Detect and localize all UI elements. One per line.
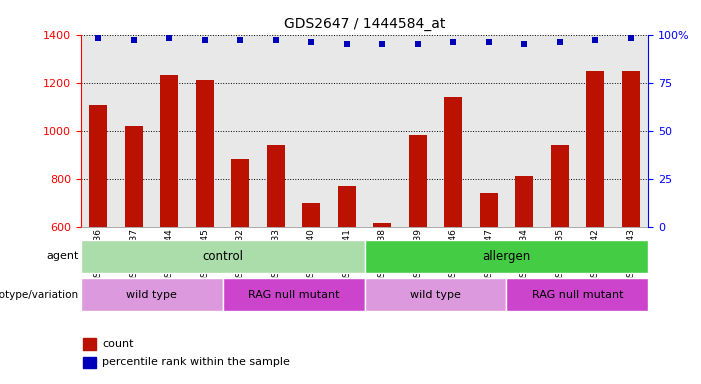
Point — [519, 41, 530, 47]
Point — [199, 37, 210, 43]
Text: control: control — [202, 250, 243, 263]
Text: genotype/variation: genotype/variation — [0, 290, 79, 300]
Bar — [81, 278, 223, 311]
Bar — [365, 240, 648, 273]
Bar — [90, 105, 107, 227]
Bar — [444, 97, 462, 227]
Bar — [515, 176, 533, 227]
Point — [164, 35, 175, 41]
Bar — [374, 223, 391, 227]
Bar — [506, 278, 648, 311]
Title: GDS2647 / 1444584_at: GDS2647 / 1444584_at — [284, 17, 445, 31]
Bar — [338, 186, 355, 227]
Text: wild type: wild type — [126, 290, 177, 300]
Bar — [409, 136, 427, 227]
Point — [128, 37, 139, 43]
Bar — [480, 193, 498, 227]
Text: RAG null mutant: RAG null mutant — [247, 290, 339, 300]
Point — [590, 37, 601, 43]
Bar — [622, 71, 639, 227]
Bar — [125, 126, 143, 227]
Bar — [231, 159, 249, 227]
Point — [270, 37, 281, 43]
Point — [483, 39, 494, 45]
Bar — [83, 357, 96, 368]
Text: agent: agent — [46, 251, 79, 262]
Text: RAG null mutant: RAG null mutant — [531, 290, 623, 300]
Text: wild type: wild type — [410, 290, 461, 300]
Point — [341, 41, 353, 47]
Bar — [267, 145, 285, 227]
Point — [412, 41, 423, 47]
Point — [625, 35, 637, 41]
Bar — [302, 203, 320, 227]
Point — [376, 41, 388, 47]
Bar — [83, 338, 96, 350]
Point — [93, 35, 104, 41]
Text: count: count — [102, 339, 134, 349]
Point — [235, 37, 246, 43]
Text: percentile rank within the sample: percentile rank within the sample — [102, 358, 290, 367]
Point — [448, 39, 459, 45]
Bar — [551, 145, 569, 227]
Bar — [365, 278, 507, 311]
Text: allergen: allergen — [482, 250, 531, 263]
Bar — [196, 80, 214, 227]
Point — [554, 39, 565, 45]
Bar — [223, 278, 365, 311]
Bar — [81, 240, 365, 273]
Bar — [161, 75, 178, 227]
Point — [306, 39, 317, 45]
Bar — [586, 71, 604, 227]
